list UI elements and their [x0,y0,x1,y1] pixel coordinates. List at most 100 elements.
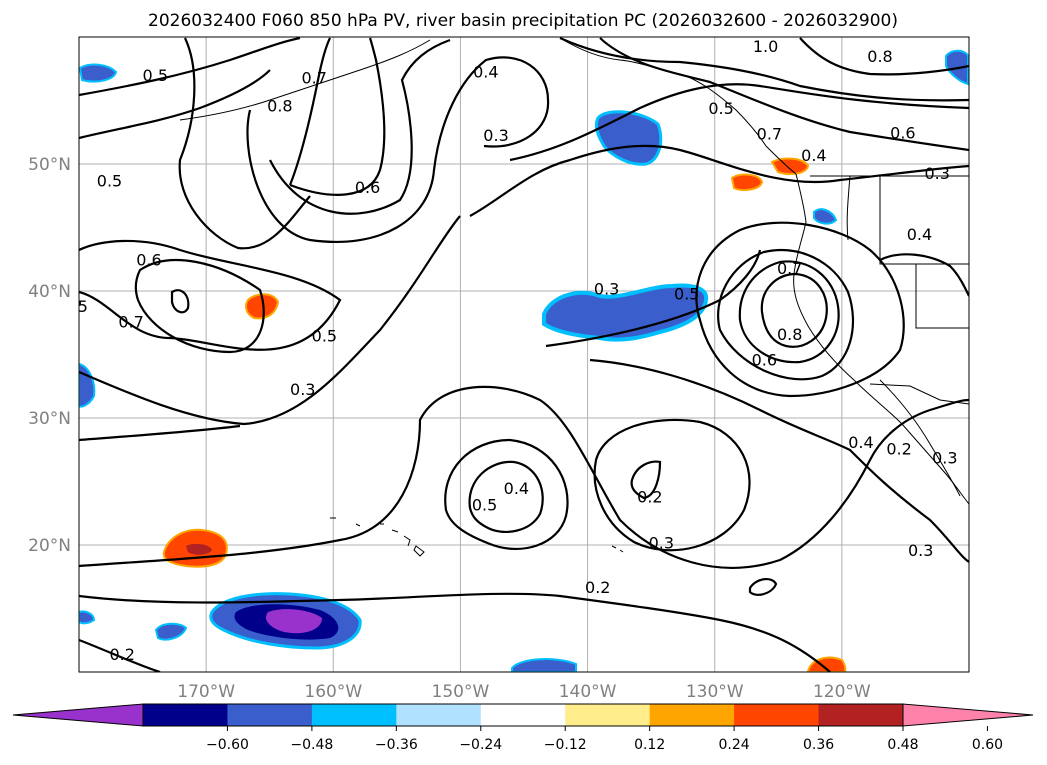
pv-contour [178,37,311,250]
colorbar: −0.60 −0.48 −0.36 −0.24 −0.12 0.12 0.24 0.36 0.4… [12,703,1034,753]
coastline-north-america [793,173,969,505]
contour-label: 0.3 [932,448,957,467]
contour-label: 1.0 [753,37,778,56]
pv-contour [695,221,905,398]
contour-label: 0.2 [886,439,911,458]
contour-label: 0.2 [110,645,135,664]
pv-contour [134,258,265,354]
fill-patch-gulf-alaska [594,110,663,166]
pv-contour [717,249,855,381]
lon-tick-label: 170°W [177,682,235,702]
colorbar-tick-label: 0.12 [634,737,665,753]
fill-patch-aleutian-west [79,63,118,83]
contour-label: 0.5 [62,297,87,316]
pv-contour [170,289,190,314]
contour-label: 0.6 [355,178,380,197]
fill-patch-vancouver-east [770,157,810,175]
coastline-aleutians [179,39,431,121]
pv-contour [79,592,831,672]
contour-label: 0.2 [637,488,662,507]
colorbar-tick-label: −0.36 [375,737,418,753]
fill-patch-vancouver-west [730,173,764,191]
contour-label: 0.7 [301,69,326,88]
latitude-tick-labels: 20°N 30°N 40°N 50°N [28,155,71,556]
pv-contour [748,578,778,596]
contour-label: 0.6 [752,351,777,370]
contour-label: 0.8 [267,97,292,116]
map-background [79,37,969,672]
map-frame [78,36,970,673]
fill-patch-bottom-left-edge [79,610,96,625]
contour-label: 0.5 [472,495,497,514]
pv-contour [246,56,550,243]
contour-label: 0.4 [848,433,873,452]
pv-contour [79,215,461,426]
colorbar-segment [227,704,313,726]
contour-labels: 0.51.00.80.70.80.40.50.7 0.60.30.40.5 0.60… [62,37,958,664]
contour-label: 0.3 [290,380,315,399]
island-sw [330,517,624,553]
pv-contour [593,418,751,552]
contour-label: 0.4 [473,62,498,81]
contour-label: 0.8 [867,47,892,66]
contour-label: 0.6 [890,123,915,142]
contour-label: 0.5 [312,326,337,345]
colorbar-tick-label: 0.60 [972,737,1003,753]
pv-contour [589,358,969,563]
lon-tick-label: 120°W [813,682,871,702]
colorbar-tick-label: −0.12 [544,737,587,753]
lon-tick-label: 130°W [686,682,744,702]
contour-label: 0.4 [907,225,932,244]
colorbar-tick-label: −0.48 [290,737,333,753]
pv-contour [289,37,386,196]
contour-label: 0.3 [924,164,949,183]
colorbar-segment [734,704,820,726]
pv-contour [79,239,342,351]
colorbar-tick-label: 0.24 [719,737,750,753]
fill-patch-bottom-center [511,658,577,672]
colorbar-segment [649,704,735,726]
contour-label: 0.7 [757,125,782,144]
colorbar-segment [480,704,566,726]
fill-patch-tropical-small [154,622,188,641]
pv-contour [509,83,969,162]
pv-contour [879,253,969,297]
longitude-tick-labels: 170°W 160°W 150°W 140°W 130°W 120°W [177,682,871,702]
contour-label: 0.5 [674,285,699,304]
lon-tick-label: 160°W [304,682,362,702]
pv-contour [288,37,331,186]
contour-label: 0.3 [483,126,508,145]
fill-patch-washington-coast [813,208,838,225]
fill-patch-hawaii-west-core [186,543,212,555]
pv-contour [79,424,241,442]
lat-tick-label: 20°N [28,536,71,556]
lat-tick-label: 40°N [28,282,71,302]
contour-label: 0.8 [777,325,802,344]
hawaii-islands [380,523,425,557]
contour-label: 0.2 [585,578,610,597]
colorbar-extend-max [902,703,1034,727]
contour-label: 0.4 [801,146,826,165]
contour-label: 0.4 [504,479,529,498]
precipitation-fill-layer [79,49,969,672]
contour-label: 0.5 [143,66,168,85]
pv-contour [545,249,762,348]
contour-label: 0.3 [649,533,674,552]
coastline-alaska [559,37,797,175]
pv-contour [79,37,301,97]
colorbar-segment [565,704,651,726]
contour-label: 0.5 [708,99,733,118]
lat-tick-label: 30°N [28,409,71,429]
colorbar-frame [142,703,904,727]
colorbar-tick-label: −0.24 [459,737,502,753]
colorbar-tick-label: 0.48 [887,737,918,753]
lon-tick-label: 150°W [432,682,490,702]
border-us-mexico [869,383,969,405]
colorbar-segment [396,704,482,726]
contour-label: 0.5 [97,172,122,191]
fill-patch-tropical-west-peak [265,609,322,634]
pv-contour [630,460,662,500]
contour-label: 0.7 [777,259,802,278]
contour-label: 0.7 [118,312,143,331]
